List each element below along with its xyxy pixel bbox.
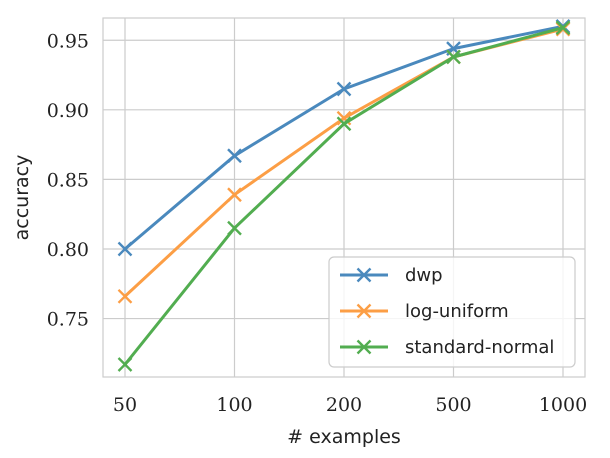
x-tick-label: 200 — [326, 394, 362, 416]
legend-label: log-uniform — [405, 301, 509, 322]
legend-item: standard-normal — [340, 337, 554, 358]
y-tick-label: 0.85 — [47, 169, 89, 191]
y-tick-label: 0.95 — [47, 30, 89, 52]
x-tick-label: 1000 — [539, 394, 587, 416]
series-group — [117, 19, 571, 372]
data-point-marker — [117, 357, 133, 372]
legend-marker — [356, 339, 372, 355]
x-tick-label: 500 — [435, 394, 471, 416]
data-point-marker — [117, 288, 133, 304]
plot-frame — [102, 17, 586, 378]
data-point-marker — [227, 148, 242, 164]
data-point-marker — [336, 116, 352, 132]
data-point-marker — [227, 220, 242, 236]
x-axis-label: # examples — [287, 426, 401, 448]
y-tick-labels: 0.75 0.80 0.85 0.90 0.95 — [47, 30, 89, 330]
x-tick-labels: 50 100 200 500 1000 — [113, 394, 587, 416]
y-tick-label: 0.80 — [47, 239, 89, 261]
legend-label: standard-normal — [405, 337, 554, 358]
data-point-marker — [117, 241, 133, 257]
data-point-marker — [446, 49, 461, 65]
data-point-marker — [227, 187, 242, 203]
y-axis-label: accuracy — [11, 155, 33, 241]
data-point-marker — [336, 81, 352, 97]
data-point-marker — [555, 20, 571, 36]
legend-box — [328, 256, 576, 368]
legend-marker — [356, 303, 372, 319]
legend-item: dwp — [340, 265, 443, 286]
series-standard-normal — [117, 20, 571, 372]
legend-item: log-uniform — [340, 301, 509, 322]
legend-marker — [356, 267, 372, 283]
y-tick-label: 0.90 — [47, 100, 89, 122]
legend: dwp log-uniform standard-normal — [328, 256, 576, 368]
x-tick-label: 50 — [113, 394, 137, 416]
legend-label: dwp — [405, 265, 443, 286]
y-tick-label: 0.75 — [47, 309, 89, 331]
x-tick-label: 100 — [216, 394, 252, 416]
